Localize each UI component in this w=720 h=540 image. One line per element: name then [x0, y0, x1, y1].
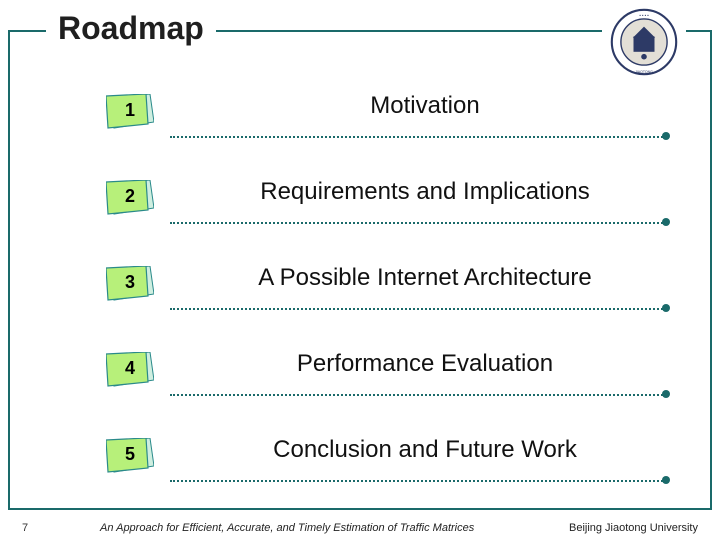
item-label: Requirements and Implications [180, 178, 670, 206]
badge-5: 5 [106, 438, 154, 474]
badge-number: 4 [106, 350, 154, 386]
underline-dot [662, 390, 670, 398]
svg-text:JIAOTONG: JIAOTONG [635, 70, 653, 74]
item-label: Motivation [180, 92, 670, 120]
roadmap-item-4: 4 Performance Evaluation [110, 350, 670, 408]
badge-number: 1 [106, 92, 154, 128]
underline-dot [662, 476, 670, 484]
roadmap-item-3: 3 A Possible Internet Architecture [110, 264, 670, 322]
footer-left: An Approach for Efficient, Accurate, and… [100, 522, 474, 534]
item-label: Conclusion and Future Work [180, 436, 670, 464]
underline-dot [662, 218, 670, 226]
badge-number: 5 [106, 436, 154, 472]
item-underline [170, 308, 666, 310]
underline-dot [662, 304, 670, 312]
underline-dot [662, 132, 670, 140]
title-container: Roadmap [46, 10, 216, 47]
item-label: A Possible Internet Architecture [180, 264, 670, 292]
roadmap-list: 1 Motivation 2 Requirements and Implicat… [110, 92, 670, 494]
footer-right: Beijing Jiaotong University [569, 522, 698, 534]
badge-2: 2 [106, 180, 154, 216]
page-number: 7 [22, 522, 28, 534]
badge-3: 3 [106, 266, 154, 302]
svg-text:• • • •: • • • • [639, 13, 649, 18]
university-logo: • • • • JIAOTONG [602, 6, 686, 78]
item-underline [170, 480, 666, 482]
roadmap-item-5: 5 Conclusion and Future Work [110, 436, 670, 494]
badge-number: 2 [106, 178, 154, 214]
badge-4: 4 [106, 352, 154, 388]
slide-title: Roadmap [58, 10, 204, 47]
item-label: Performance Evaluation [180, 350, 670, 378]
item-underline [170, 222, 666, 224]
logo-icon: • • • • JIAOTONG [609, 7, 679, 77]
badge-1: 1 [106, 94, 154, 130]
roadmap-item-1: 1 Motivation [110, 92, 670, 150]
roadmap-item-2: 2 Requirements and Implications [110, 178, 670, 236]
item-underline [170, 136, 666, 138]
badge-number: 3 [106, 264, 154, 300]
item-underline [170, 394, 666, 396]
